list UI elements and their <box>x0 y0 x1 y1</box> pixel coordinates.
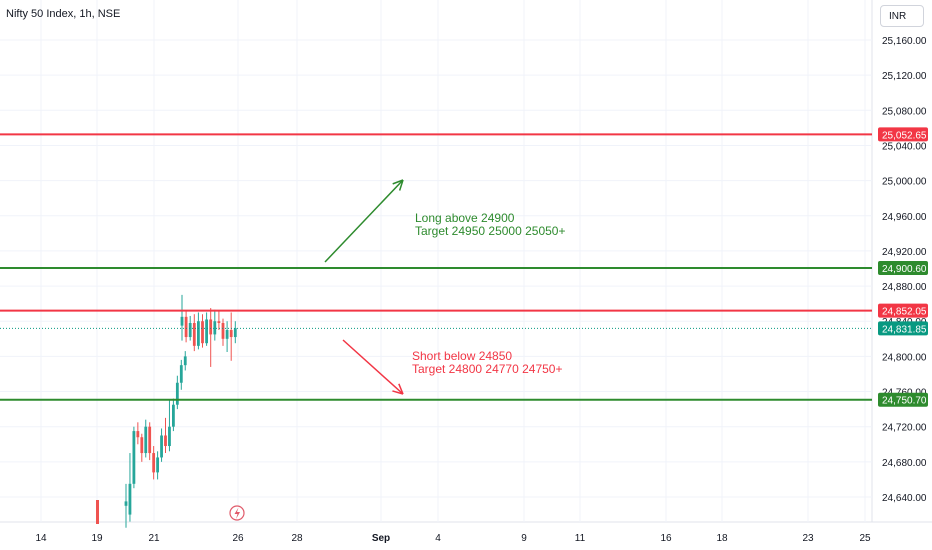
short-arrow-head <box>392 390 404 395</box>
level-price-tag <box>878 127 928 142</box>
level-price-tag <box>878 392 928 407</box>
level-price-tag <box>878 260 928 275</box>
candle-body <box>183 356 187 366</box>
x-tick-label: 26 <box>232 533 244 544</box>
y-tick-label: 25,080.00 <box>882 106 927 117</box>
annotation-text: Target 24800 24770 24750+ <box>412 362 562 376</box>
candle-body <box>221 322 225 339</box>
x-tick-label: 4 <box>435 533 441 544</box>
y-tick-label: 24,880.00 <box>882 282 927 293</box>
level-price-tag <box>878 303 928 318</box>
candle-body <box>132 431 136 484</box>
candle-body <box>144 426 148 454</box>
y-tick-label: 25,040.00 <box>882 141 927 152</box>
x-tick-label: 21 <box>148 533 160 544</box>
candle-body <box>156 457 159 473</box>
level-price-label: 25,052.65 <box>882 130 927 141</box>
candle-body <box>148 426 152 454</box>
chart-title: Nifty 50 Index, 1h, NSE <box>6 8 121 20</box>
candle-body <box>160 435 163 458</box>
last-price-tag <box>878 321 928 336</box>
candle-body <box>136 431 140 438</box>
candle-body <box>172 404 175 427</box>
candle-body <box>229 330 233 338</box>
candle-body <box>209 319 213 335</box>
level-price-label: 24,852.05 <box>882 307 927 318</box>
candle-body <box>168 426 171 447</box>
y-tick-label: 24,680.00 <box>882 458 927 469</box>
x-tick-label: 28 <box>291 533 303 544</box>
y-tick-label: 24,800.00 <box>882 352 927 363</box>
candle-body <box>233 328 237 338</box>
y-tick-label: 24,640.00 <box>882 493 927 504</box>
x-tick-label: 19 <box>91 533 103 544</box>
candle-body <box>128 483 132 515</box>
x-tick-label: 9 <box>521 533 527 544</box>
candle-body <box>205 319 208 344</box>
candle-body <box>217 321 221 323</box>
y-tick-label: 25,160.00 <box>882 36 927 47</box>
x-tick-label: 18 <box>716 533 728 544</box>
candle-body <box>164 435 167 447</box>
y-tick-label: 24,920.00 <box>882 247 927 258</box>
candle-body <box>213 321 217 335</box>
lightning-glyph <box>234 507 240 519</box>
candle-body <box>140 437 144 454</box>
candle-marker <box>96 500 99 524</box>
short-arrow-head <box>398 383 404 395</box>
candle-body <box>188 322 192 338</box>
candle-body <box>192 322 196 346</box>
x-tick-label: 25 <box>859 533 871 544</box>
long-arrow[interactable] <box>324 179 404 263</box>
annotation-text: Long above 24900 <box>415 211 515 225</box>
candle-body <box>179 365 183 383</box>
candle-body <box>124 501 128 506</box>
candle-body <box>152 453 156 473</box>
y-tick-label: 25,120.00 <box>882 71 927 82</box>
candle-body <box>180 316 184 326</box>
x-tick-label: Sep <box>372 533 390 544</box>
candle-body <box>225 330 229 339</box>
short-arrow[interactable] <box>342 339 404 395</box>
annotation-text: Short below 24850 <box>412 349 512 363</box>
long-arrow-head <box>398 179 404 191</box>
x-tick-label: 14 <box>35 533 47 544</box>
x-tick-label: 11 <box>575 533 586 544</box>
level-price-label: 24,750.70 <box>882 396 927 407</box>
long-arrow-head <box>392 179 404 185</box>
x-tick-label: 23 <box>802 533 814 544</box>
y-tick-label: 24,720.00 <box>882 423 927 434</box>
y-tick-label: 24,960.00 <box>882 212 927 223</box>
candle-body <box>201 321 204 344</box>
level-price-label: 24,900.60 <box>882 264 927 275</box>
candle-body <box>175 382 179 405</box>
candle-body <box>184 316 188 338</box>
candle-body <box>197 321 200 346</box>
x-tick-label: 16 <box>660 533 672 544</box>
currency-selector[interactable]: INR <box>880 5 924 27</box>
annotation-text: Target 24950 25000 25050+ <box>415 224 565 238</box>
last-price-label: 24,831.85 <box>882 324 927 335</box>
y-tick-label: 25,000.00 <box>882 177 927 188</box>
